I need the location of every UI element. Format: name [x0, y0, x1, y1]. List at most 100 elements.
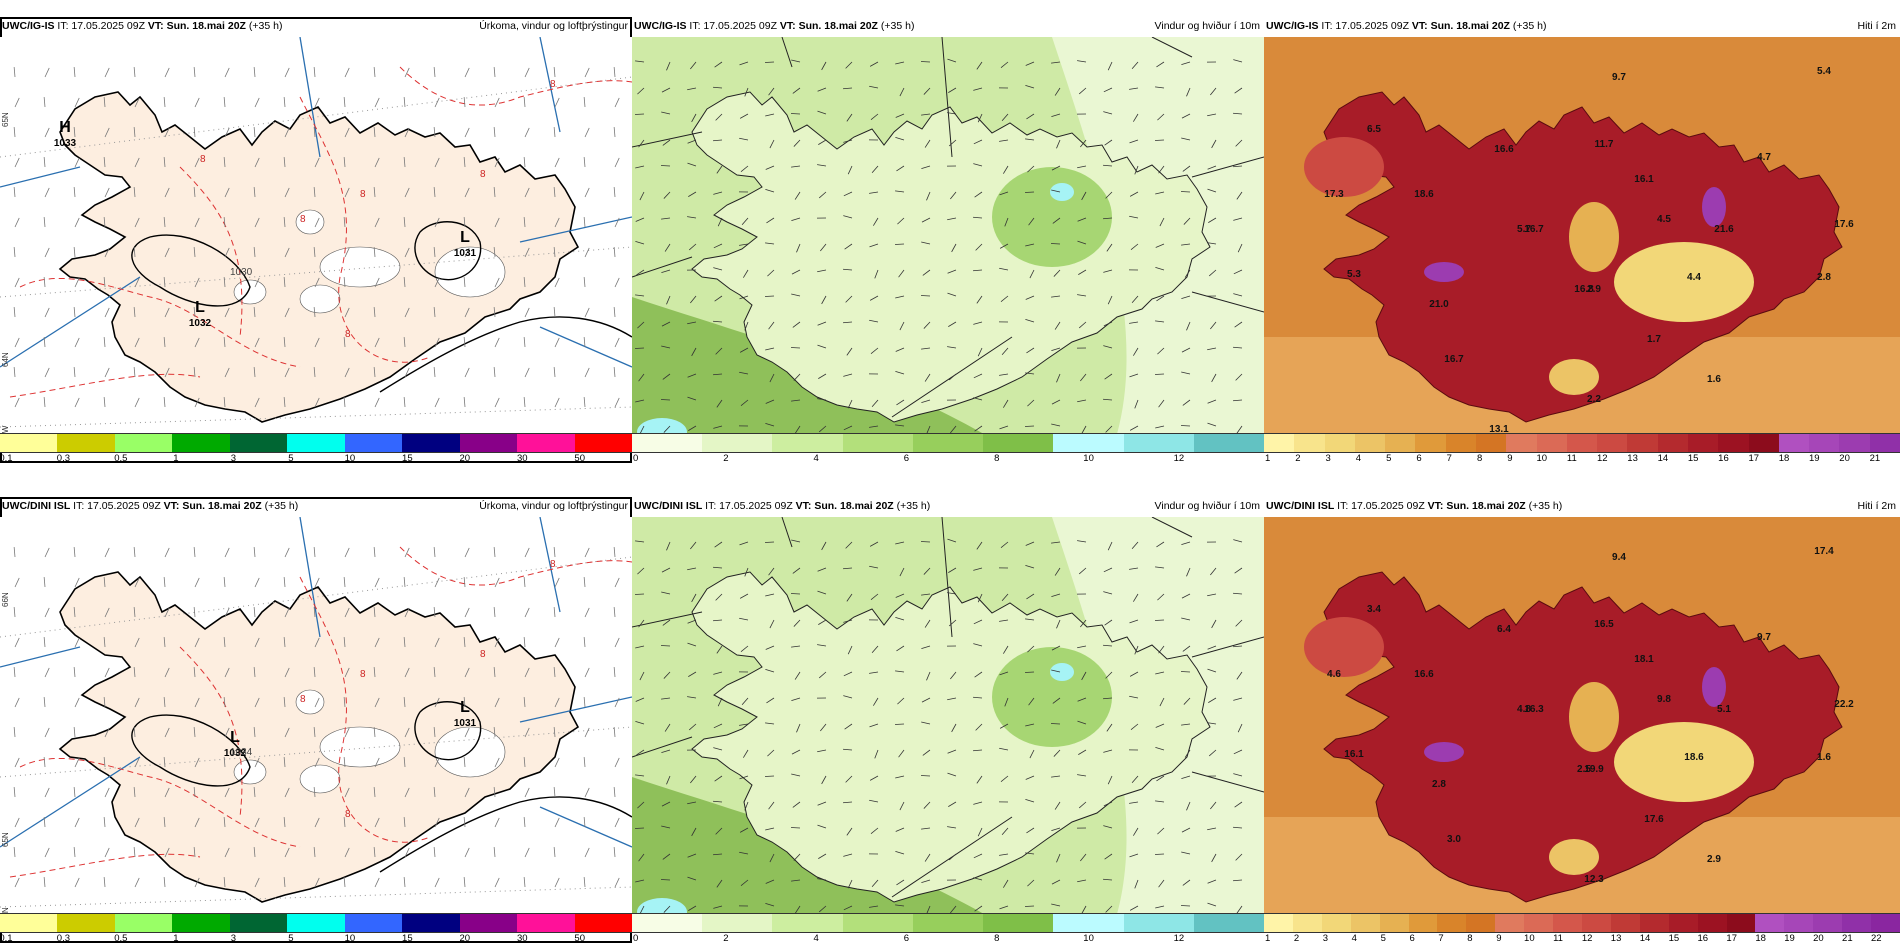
colorbar-swatch	[1193, 914, 1264, 932]
colorbar-swatch	[772, 914, 843, 932]
wind-barb	[134, 277, 140, 288]
wind-barb	[584, 247, 590, 258]
colorbar-swatch	[702, 914, 773, 932]
pressure-center-symbol: L	[230, 729, 240, 746]
wind-barb	[554, 337, 560, 348]
wind-arrow	[869, 85, 879, 89]
temperature-value: 1.6	[1707, 374, 1721, 385]
wind-barb	[313, 667, 316, 678]
wind-arrow	[1156, 541, 1165, 548]
temp-map-svg: 9.75.46.516.6 11.74.717.3 18.616.14.521.6 1…	[1264, 37, 1900, 450]
frame-line	[941, 37, 953, 158]
wind-barb	[463, 757, 466, 768]
colorbar-swatch	[0, 914, 58, 932]
wind-barb	[493, 127, 496, 138]
wind-barb	[493, 247, 496, 258]
wind-arrow	[712, 566, 723, 569]
valid-time: VT: Sun. 18.mai 20Z	[1427, 500, 1526, 512]
wind-arrow	[871, 399, 879, 408]
wind-barb	[433, 667, 436, 678]
temperature-value: 9.4	[1612, 552, 1626, 563]
frame-line	[539, 806, 632, 848]
wind-barb	[194, 577, 200, 588]
wind-barb	[464, 607, 470, 618]
wind-arrow	[1182, 645, 1191, 652]
wind-barb	[14, 157, 20, 168]
temperature-value: 16.1	[1344, 749, 1364, 760]
wind-barb	[104, 187, 110, 198]
colorbar-tick-label: 9	[1507, 453, 1513, 464]
wind-arrow	[635, 217, 645, 222]
wind-barb	[74, 877, 80, 888]
wind-arrow	[765, 879, 775, 884]
valid-time: VT: Sun. 18.mai 20Z	[779, 20, 878, 32]
wind-arrow	[1080, 619, 1087, 628]
colorbar-tick-label: 4	[1351, 933, 1357, 944]
colorbar-tick-label: 7	[1438, 933, 1444, 944]
isobar	[131, 714, 251, 787]
wind-arrow	[1077, 60, 1087, 63]
wind-barb	[163, 697, 166, 708]
wind-arrow	[793, 373, 801, 381]
precip-panel-bottom: UWC/DINI ISL IT: 17.05.2025 09Z VT: Sun.…	[0, 497, 632, 943]
wind-arrow	[869, 671, 879, 674]
wind-arrow	[1025, 775, 1035, 780]
wind-arrow	[999, 905, 1009, 910]
colorbar-tick-label: 14	[1639, 933, 1651, 944]
wind-arrow	[765, 399, 775, 404]
frame-line	[0, 276, 141, 368]
wind-barb	[523, 877, 526, 888]
wind-arrow	[739, 61, 749, 66]
wind-barb	[373, 367, 376, 378]
wind-arrow	[947, 772, 957, 777]
wind-arrow	[1027, 165, 1035, 173]
wind-barb	[283, 277, 286, 288]
colorbar-tick-label: 10	[344, 933, 356, 944]
colorbar-tick-label: 6	[1416, 453, 1422, 464]
wind-arrow	[1233, 217, 1243, 221]
wind-barb	[44, 667, 50, 678]
wind-barb	[344, 367, 350, 378]
colorbar-tick-label: 7	[1446, 453, 1452, 464]
wind-arrow	[791, 165, 801, 168]
wind-arrow	[873, 217, 879, 226]
wind-arrow	[1129, 619, 1139, 624]
colorbar-swatch	[229, 434, 288, 452]
wind-arrow	[817, 344, 827, 349]
wind-barb	[254, 577, 260, 588]
wind-arrow	[1051, 399, 1061, 405]
colorbar-tick-label: 3	[1322, 933, 1329, 944]
wind-barb	[553, 787, 556, 798]
wind-arrow	[1155, 266, 1165, 271]
wind-barb	[404, 187, 410, 198]
wind-arrow	[1207, 422, 1217, 427]
wind-barb	[13, 247, 16, 258]
wind-arrow	[973, 619, 983, 625]
wind-barb	[193, 67, 196, 78]
wind-arrow	[1003, 399, 1009, 408]
glacier-area	[299, 764, 341, 794]
colorbar-swatch	[1324, 434, 1355, 452]
wind-barb	[524, 547, 530, 558]
wind-arrow	[947, 217, 957, 221]
cool-highland-area	[1569, 202, 1619, 272]
wind-barb	[494, 337, 500, 348]
contour-label: 8	[300, 214, 306, 225]
temperature-value: 16.6	[1494, 144, 1514, 155]
wind-arrow	[1129, 567, 1139, 570]
wind-barb	[554, 877, 560, 888]
wind-arrow	[1234, 321, 1243, 328]
contour-label: 8	[550, 559, 556, 570]
wind-arrow	[974, 671, 983, 678]
wind-arrow	[1104, 139, 1113, 146]
wind-arrow	[1026, 113, 1035, 120]
wind-arrow	[1051, 903, 1061, 907]
frame-line	[632, 611, 703, 628]
precip-contour	[19, 277, 301, 368]
wind-arrow	[1107, 541, 1113, 551]
precip-contour	[179, 166, 243, 338]
wind-arrow	[744, 87, 749, 97]
wind-barb	[103, 337, 106, 348]
wind-arrow	[714, 775, 723, 782]
